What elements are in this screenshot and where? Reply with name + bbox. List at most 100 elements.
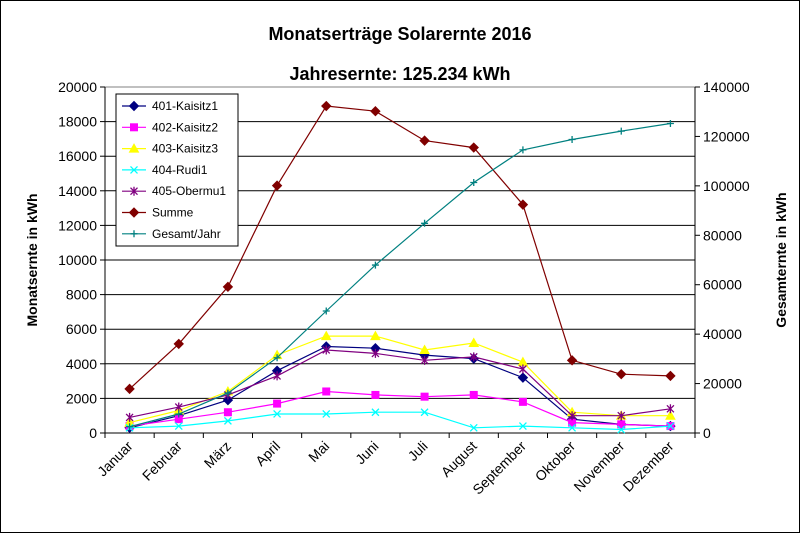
data-point xyxy=(128,207,140,218)
series-summe xyxy=(124,100,676,395)
data-point xyxy=(271,180,283,191)
data-point xyxy=(223,408,232,417)
data-point xyxy=(273,354,281,362)
legend-label: 401-Kaisitz1 xyxy=(152,99,218,113)
data-point xyxy=(128,100,140,112)
data-point xyxy=(666,422,675,431)
series-404-rudi1 xyxy=(125,408,675,434)
series-line xyxy=(129,390,671,427)
data-point xyxy=(665,370,676,382)
data-point xyxy=(273,371,282,381)
x-tick-label: Januar xyxy=(94,438,136,480)
x-tick-label: November xyxy=(570,438,627,495)
y-tick-label: 18000 xyxy=(58,114,97,130)
data-point xyxy=(518,364,527,374)
data-point xyxy=(470,179,478,187)
data-point xyxy=(130,123,138,132)
data-point xyxy=(665,410,676,420)
data-point xyxy=(517,372,529,383)
data-point xyxy=(617,425,626,434)
data-point xyxy=(128,143,140,153)
data-point xyxy=(419,344,430,354)
y-tick-label: 6000 xyxy=(66,321,97,337)
data-point xyxy=(222,281,234,293)
legend-label: 402-Kaisitz2 xyxy=(152,120,218,134)
data-point xyxy=(617,127,625,135)
data-point xyxy=(420,408,429,417)
data-point xyxy=(320,330,332,341)
data-point xyxy=(174,422,183,431)
data-point xyxy=(273,399,282,408)
x-tick-label: Dezember xyxy=(620,438,677,495)
data-point xyxy=(223,416,232,425)
data-point xyxy=(568,423,577,432)
series-405-obermu1 xyxy=(125,345,675,422)
data-point xyxy=(371,348,380,358)
x-tick-label: Mai xyxy=(305,438,332,465)
data-point xyxy=(420,392,429,401)
series-line xyxy=(129,411,671,431)
x-axis-ticks: Januar Februar März April Mai Juni Juli AugustS… xyxy=(94,433,696,498)
data-point xyxy=(130,186,138,196)
data-point xyxy=(370,106,381,117)
chart-subtitle: Jahresernte: 125.234 kWh xyxy=(289,64,510,84)
y2-tick-label: 80000 xyxy=(703,227,742,243)
data-point xyxy=(371,390,380,399)
data-point xyxy=(666,404,675,414)
data-point xyxy=(124,383,135,395)
legend-item: 405-Obermu1 xyxy=(122,184,226,198)
data-point xyxy=(616,368,627,380)
legend-item: 402-Kaisitz2 xyxy=(122,120,218,134)
series-line xyxy=(129,122,671,428)
legend-item: 404-Rudi1 xyxy=(122,163,208,177)
right-axis-ticks: 0 20000 40000 60000 80000 100000 120000 140000 xyxy=(695,79,750,441)
series-layer xyxy=(124,100,676,434)
data-point xyxy=(469,352,478,362)
data-point xyxy=(130,165,138,174)
data-point xyxy=(322,307,330,315)
series-line xyxy=(129,345,671,429)
y-tick-label: 14000 xyxy=(58,183,97,199)
x-tick-label: August xyxy=(438,438,480,480)
data-point xyxy=(173,338,184,350)
data-point xyxy=(322,345,331,355)
data-point xyxy=(174,402,183,412)
y-axis-label: Monatsernte in kWh xyxy=(24,193,40,326)
data-point xyxy=(421,219,429,227)
y-tick-label: 2000 xyxy=(66,390,97,406)
y-tick-label: 8000 xyxy=(66,287,97,303)
x-tick-label: März xyxy=(201,438,234,471)
data-point xyxy=(371,408,380,417)
data-point xyxy=(469,390,478,399)
legend-item: Gesamt/Jahr xyxy=(122,227,221,241)
data-point xyxy=(273,410,282,418)
data-point xyxy=(321,100,332,112)
y2-tick-label: 20000 xyxy=(703,376,742,392)
data-point xyxy=(568,136,576,144)
series-401-kaisitz1 xyxy=(124,341,676,434)
data-point xyxy=(322,387,331,396)
series-line xyxy=(129,335,671,424)
legend-label: 404-Rudi1 xyxy=(152,163,208,177)
data-point xyxy=(566,355,578,366)
x-tick-label: April xyxy=(252,438,283,469)
data-point xyxy=(322,410,331,418)
data-point xyxy=(518,397,527,406)
y-tick-label: 16000 xyxy=(58,148,97,164)
data-point xyxy=(130,230,138,238)
legend-item: Summe xyxy=(122,206,194,220)
data-point xyxy=(617,420,626,429)
y2-tick-label: 60000 xyxy=(703,277,742,293)
left-axis-ticks: 0 2000 4000 6000 8000 10000 12000 14000 16000 180… xyxy=(58,79,105,441)
legend-item: 401-Kaisitz1 xyxy=(122,99,218,113)
y2-tick-label: 100000 xyxy=(703,178,750,194)
x-tick-label: Juli xyxy=(405,438,431,464)
data-point xyxy=(371,261,379,269)
data-point xyxy=(419,135,430,146)
data-point xyxy=(517,199,529,210)
data-point xyxy=(125,412,134,422)
y2-axis-label: Gesamternte in kWh xyxy=(773,192,789,327)
legend-item: 403-Kaisitz3 xyxy=(122,142,218,156)
y2-tick-label: 120000 xyxy=(703,128,750,144)
data-point xyxy=(517,356,529,367)
